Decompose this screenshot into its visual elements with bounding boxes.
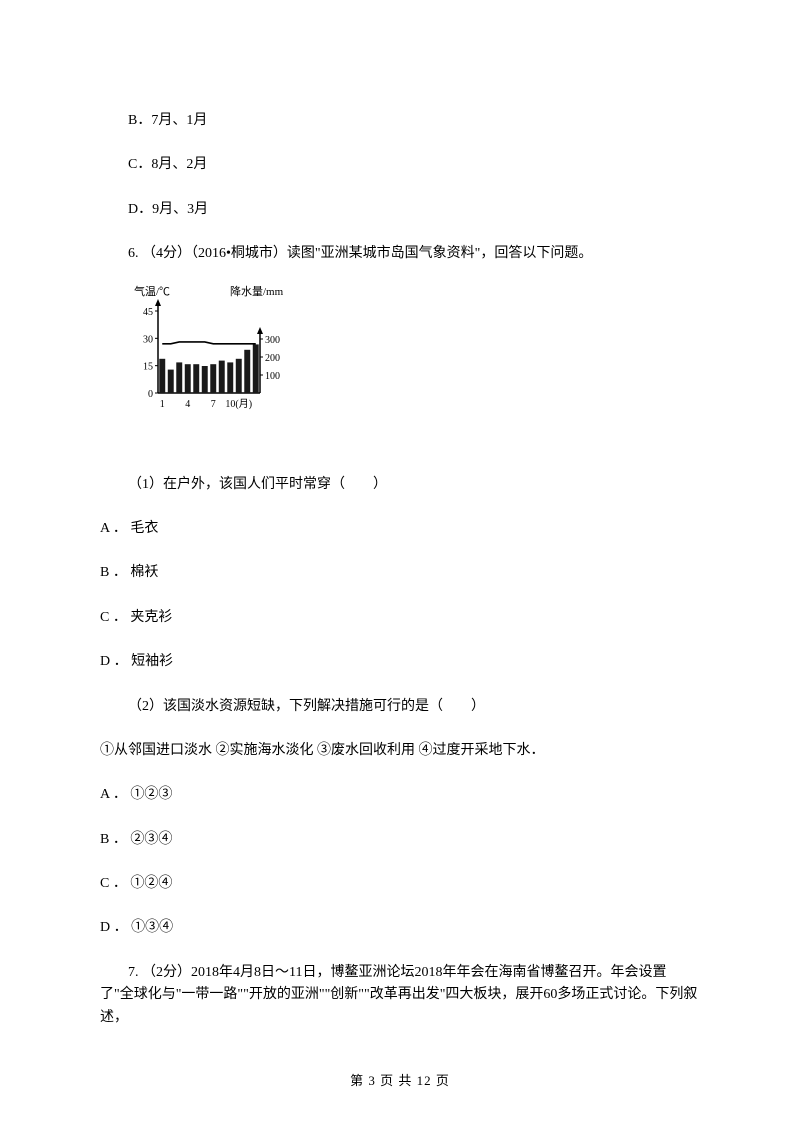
q6-intro: 6. （4分）（2016•桐城市）读图"亚洲某城市岛国气象资料"，回答以下问题。 [100, 243, 700, 265]
svg-text:0: 0 [148, 389, 153, 400]
svg-text:100: 100 [265, 371, 280, 382]
svg-text:15: 15 [143, 361, 153, 372]
svg-text:200: 200 [265, 353, 280, 364]
page-footer: 第 3 页 共 12 页 [0, 1071, 800, 1092]
svg-text:7: 7 [211, 399, 216, 410]
q6-sub1-c: C ． 夹克衫 [100, 607, 700, 629]
q6-sub2-b: B ． ②③④ [100, 829, 700, 851]
svg-text:4: 4 [185, 399, 190, 410]
q6-sub2-c: C ． ①②④ [100, 873, 700, 895]
svg-text:1: 1 [160, 399, 165, 410]
svg-text:300: 300 [265, 335, 280, 346]
q7-text: 7. （2分）2018年4月8日～11日，博鳌亚洲论坛2018年年会在海南省博鳌… [100, 962, 700, 1029]
q6-sub2-prompt: （2）该国淡水资源短缺，下列解决措施可行的是（ ） [100, 696, 700, 718]
q6-sub2-items: ①从邻国进口淡水 ②实施海水淡化 ③废水回收利用 ④过度开采地下水． [100, 740, 700, 762]
q6-sub1-b: B ． 棉袄 [100, 562, 700, 584]
q6-sub2-d: D ． ①③④ [100, 917, 700, 939]
svg-text:10(月): 10(月) [225, 398, 252, 410]
q6-sub2-a: A ． ①②③ [100, 784, 700, 806]
svg-text:45: 45 [143, 307, 153, 318]
climate-svg: 45 30 15 0 300 200 100 1 4 7 10(月) [130, 298, 285, 448]
q6-sub1-prompt: （1）在户外，该国人们平时常穿（ ） [100, 474, 700, 496]
climate-chart: 气温/℃ 降水量/mm 453015030020010014710(月) [130, 284, 310, 454]
option-c-top: C．8月、2月 [100, 154, 700, 176]
q6-sub1-d: D ． 短袖衫 [100, 651, 700, 673]
option-d-top: D．9月、3月 [100, 199, 700, 221]
option-b-top: B．7月、1月 [100, 110, 700, 132]
q6-sub1-a: A ． 毛衣 [100, 518, 700, 540]
svg-text:30: 30 [143, 334, 153, 345]
